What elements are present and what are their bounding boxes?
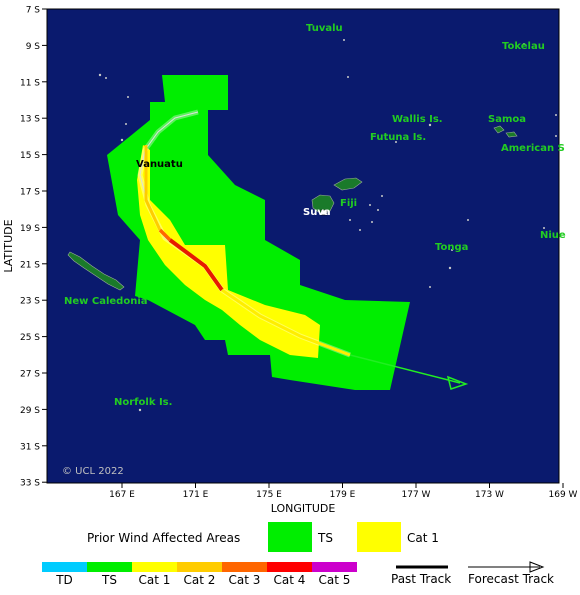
intensity-label: Cat 1 [139, 573, 171, 587]
track-cat1 [144, 145, 162, 231]
intensity-swatch [222, 562, 267, 572]
small-islands [98, 39, 557, 412]
intensity-swatch [312, 562, 357, 572]
intensity-swatch [177, 562, 222, 572]
lon-tick-label: 169 W [549, 490, 578, 500]
fiji-island [311, 194, 335, 214]
lon-tick-label: 175 E [256, 490, 282, 500]
intensity-swatch [132, 562, 177, 572]
forecast-track-arrow-icon [529, 561, 545, 573]
forecast-arrow-head [446, 375, 469, 390]
suva-marker [320, 209, 328, 216]
lat-tick-label: 17 S [20, 188, 40, 198]
legend-ts-swatch [268, 522, 312, 552]
lon-tick-label: 167 E [109, 490, 135, 500]
lon-ticks [121, 483, 564, 488]
lat-tick-label: 9 S [26, 42, 41, 52]
lat-tick-label: 25 S [20, 333, 40, 343]
x-axis-title: LONGITUDE [271, 502, 336, 515]
place-label-tuvalu: Tuvalu [306, 23, 343, 34]
y-axis-title: LATITUDE [2, 219, 15, 272]
legend-cat1-label: Cat 1 [407, 531, 439, 545]
place-label-niue: Niue [540, 230, 566, 241]
legend-cat1-swatch [357, 522, 401, 552]
forecast-track-line [349, 354, 461, 384]
lon-tick-label: 177 W [402, 490, 431, 500]
place-label-new-caledonia: New Caledonia [64, 296, 148, 307]
samoa-island [493, 125, 518, 138]
legend-ts-label: TS [317, 531, 333, 545]
ocean-area [47, 9, 559, 483]
intensity-label: TD [55, 573, 73, 587]
intensity-label: Cat 4 [274, 573, 306, 587]
place-label-tonga: Tonga [435, 242, 468, 253]
place-label-samoa: Samoa [488, 114, 526, 125]
intensity-swatch [87, 562, 132, 572]
lon-tick-label: 173 W [475, 490, 504, 500]
place-label-american-samoa: American S [501, 143, 565, 154]
intensity-swatch [267, 562, 312, 572]
lat-tick-label: 15 S [20, 151, 40, 161]
lat-tick-label: 29 S [20, 406, 40, 416]
forecast-track-label: Forecast Track [468, 572, 554, 586]
intensity-swatch [42, 562, 87, 572]
lat-tick-label: 23 S [20, 297, 40, 307]
place-label-tokelau: Tokelau [502, 41, 545, 52]
intensity-label: Cat 5 [319, 573, 351, 587]
new-caledonia-island [67, 251, 125, 291]
intensity-scale-labels: TD TS Cat 1 Cat 2 Cat 3 Cat 4 Cat 5 [55, 573, 350, 587]
lat-tick-label: 31 S [20, 442, 40, 452]
place-label-norfolk: Norfolk Is. [114, 397, 172, 408]
intensity-scale [42, 562, 357, 572]
intensity-label: Cat 2 [184, 573, 216, 587]
ts-wind-area [107, 75, 410, 390]
lon-tick-label: 171 E [183, 490, 209, 500]
track-cat3 [158, 228, 172, 242]
track-cat1-late [221, 288, 351, 357]
lat-tick-label: 27 S [20, 370, 40, 380]
map-frame [46, 8, 560, 484]
lat-tick-label: 21 S [20, 260, 40, 270]
lat-tick-label: 33 S [20, 479, 40, 489]
place-label-suva: Suva [303, 207, 331, 218]
track-cat4 [168, 238, 224, 292]
lon-tick-label: 179 E [330, 490, 356, 500]
lat-ticks [42, 8, 47, 483]
place-label-fiji: Fiji [340, 198, 357, 209]
prior-wind-title: Prior Wind Affected Areas [87, 531, 240, 545]
past-track-label: Past Track [391, 572, 451, 586]
lat-tick-label: 19 S [20, 224, 40, 234]
lon-labels: 167 E 171 E 175 E 179 E 177 W 173 W 169 W [109, 490, 577, 500]
lat-tick-label: 11 S [20, 78, 40, 88]
lat-tick-label: 7 S [26, 6, 41, 16]
lat-labels: 7 S 9 S 11 S 13 S 15 S 17 S 19 S 21 S 23 S 25 S 27… [20, 6, 40, 489]
place-label-wallis: Wallis Is. [392, 114, 443, 125]
place-label-vanuatu: Vanuatu [136, 159, 183, 170]
copyright-text: © UCL 2022 [62, 466, 124, 477]
lat-tick-label: 13 S [20, 115, 40, 125]
intensity-label: TS [101, 573, 117, 587]
place-label-futuna: Futuna Is. [370, 132, 426, 143]
intensity-label: Cat 3 [229, 573, 261, 587]
fiji-island-2 [333, 177, 363, 191]
